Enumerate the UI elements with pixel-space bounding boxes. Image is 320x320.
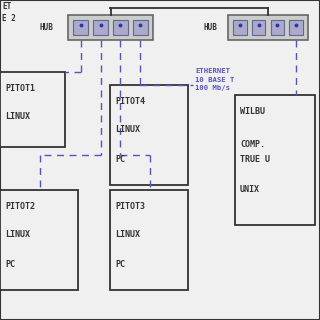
Bar: [0, 72, 65, 147]
Text: PC: PC: [115, 260, 125, 269]
Bar: [271, 20, 284, 35]
Bar: [93, 20, 108, 35]
Text: ETHERNET
10 BASE T
100 Mb/s: ETHERNET 10 BASE T 100 Mb/s: [195, 68, 234, 91]
Text: HUB: HUB: [204, 22, 218, 31]
Text: LINUX: LINUX: [5, 112, 30, 121]
Bar: [289, 20, 303, 35]
Bar: [110, 190, 188, 290]
Text: ET
E 2: ET E 2: [2, 2, 16, 23]
Text: PITOT4: PITOT4: [115, 97, 145, 106]
Text: HUB: HUB: [40, 22, 54, 31]
Bar: [74, 20, 88, 35]
Bar: [228, 15, 308, 40]
Text: PC: PC: [115, 155, 125, 164]
Bar: [68, 15, 153, 40]
Bar: [110, 85, 188, 185]
Bar: [0, 190, 78, 290]
Text: TRUE U: TRUE U: [240, 155, 270, 164]
Text: WILBU: WILBU: [240, 107, 265, 116]
Bar: [133, 20, 148, 35]
Text: UNIX: UNIX: [240, 185, 260, 194]
Bar: [113, 20, 128, 35]
Text: PITOT1: PITOT1: [5, 84, 35, 93]
Text: PITOT3: PITOT3: [115, 202, 145, 211]
Text: PITOT2: PITOT2: [5, 202, 35, 211]
Bar: [235, 95, 315, 225]
Text: PC: PC: [5, 260, 15, 269]
Bar: [252, 20, 266, 35]
Bar: [233, 20, 247, 35]
Text: LINUX: LINUX: [115, 230, 140, 239]
Text: LINUX: LINUX: [115, 125, 140, 134]
Text: COMP.: COMP.: [240, 140, 265, 149]
Text: LINUX: LINUX: [5, 230, 30, 239]
